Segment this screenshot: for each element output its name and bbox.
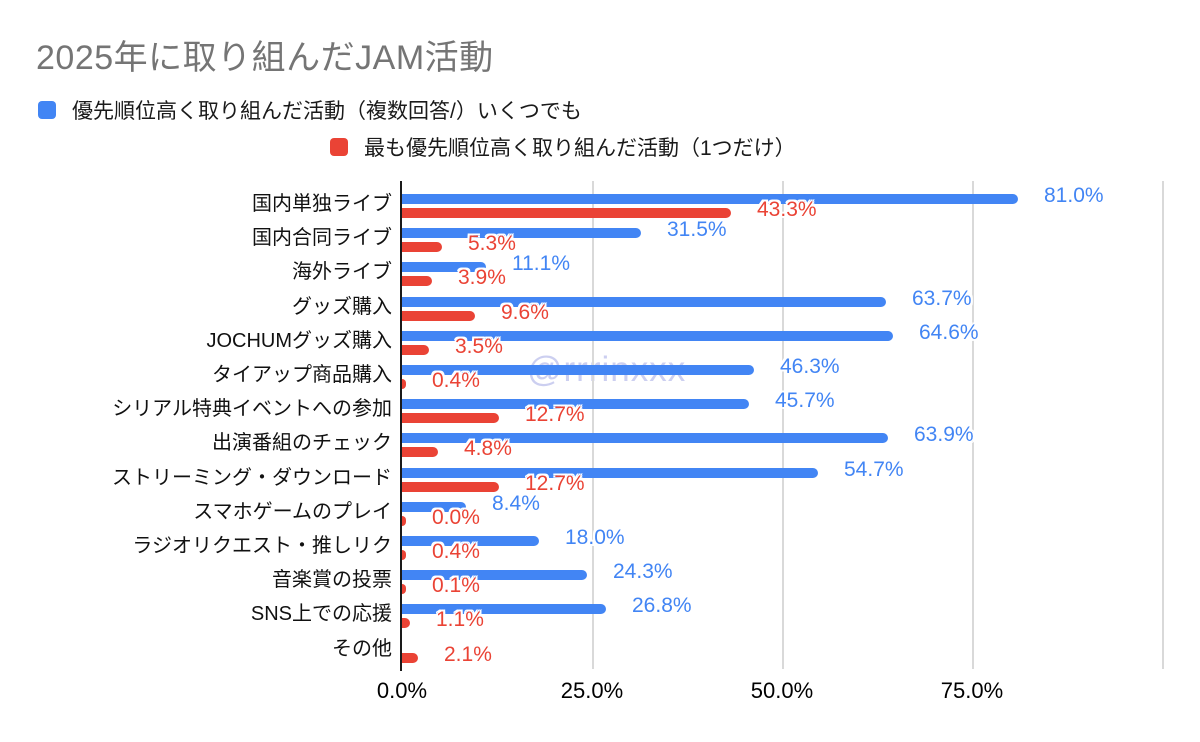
value-label-secondary: 2.1%	[444, 643, 492, 666]
x-axis-tick-label: 25.0%	[560, 678, 624, 703]
bar-primary	[402, 399, 749, 409]
value-label-secondary: 0.4%	[432, 369, 480, 392]
bar-primary	[402, 194, 1018, 204]
bar-primary	[402, 262, 486, 272]
bar-secondary	[402, 447, 438, 457]
bar-primary	[402, 331, 893, 341]
value-label-primary: 63.7%	[912, 287, 972, 310]
bar-secondary	[402, 242, 442, 252]
value-label-primary: 31.5%	[667, 218, 727, 241]
legend-item-secondary: 最も優先順位高く取り組んだ活動（1つだけ）	[330, 137, 796, 160]
value-label-secondary: 12.7%	[525, 472, 585, 495]
bar-secondary	[402, 413, 499, 423]
chart-title: 2025年に取り組んだJAM活動	[36, 39, 494, 77]
bar-primary	[402, 433, 888, 443]
category-label: スマホゲームのプレイ	[193, 501, 392, 523]
x-axis-tick-label: 0.0%	[376, 678, 428, 703]
bar-primary	[402, 468, 818, 478]
bar-secondary	[402, 584, 406, 594]
legend-swatch-secondary	[330, 138, 348, 156]
value-label-secondary: 0.0%	[432, 506, 480, 529]
value-label-secondary: 4.8%	[464, 437, 512, 460]
bar-secondary	[402, 345, 429, 355]
value-label-secondary: 0.4%	[432, 540, 480, 563]
category-label: SNS上での応援	[250, 603, 392, 625]
value-label-primary: 45.7%	[775, 389, 835, 412]
x-axis-tick-label: 75.0%	[940, 678, 1004, 703]
value-label-primary: 18.0%	[565, 526, 625, 549]
bar-secondary	[402, 379, 406, 389]
value-label-primary: 24.3%	[613, 560, 673, 583]
category-label: 国内単独ライブ	[252, 193, 392, 215]
bar-secondary	[402, 653, 418, 663]
category-label: 海外ライブ	[292, 261, 392, 283]
category-label: ラジオリクエスト・推しリク	[132, 535, 392, 557]
gridline	[592, 181, 594, 669]
bar-secondary	[402, 276, 432, 286]
value-label-secondary: 3.5%	[455, 335, 503, 358]
category-label: シリアル特典イベントへの参加	[112, 398, 392, 420]
y-axis-line	[400, 181, 402, 671]
legend-swatch-primary	[38, 101, 56, 119]
bar-primary	[402, 297, 886, 307]
bar-secondary	[402, 516, 406, 526]
value-label-primary: 54.7%	[844, 458, 904, 481]
category-label: ストリーミング・ダウンロード	[112, 467, 392, 489]
bar-primary	[402, 570, 587, 580]
bar-secondary	[402, 208, 731, 218]
category-label: タイアップ商品購入	[212, 364, 392, 386]
category-label: 音楽賞の投票	[272, 569, 392, 591]
bar-primary	[402, 228, 641, 238]
value-label-primary: 11.1%	[512, 252, 570, 275]
gridline	[782, 181, 784, 669]
bar-secondary	[402, 550, 406, 560]
value-label-primary: 26.8%	[632, 594, 692, 617]
category-label: その他	[332, 638, 392, 660]
value-label-secondary: 12.7%	[525, 403, 585, 426]
value-label-secondary: 1.1%	[436, 608, 484, 631]
legend-item-primary: 優先順位高く取り組んだ活動（複数回答/）いくつでも	[38, 100, 582, 123]
category-label: 出演番組のチェック	[212, 432, 392, 454]
value-label-secondary: 43.3%	[757, 198, 817, 221]
category-label: 国内合同ライブ	[252, 227, 392, 249]
value-label-secondary: 9.6%	[501, 301, 549, 324]
bar-secondary	[402, 618, 410, 628]
legend-label-primary: 優先順位高く取り組んだ活動（複数回答/）いくつでも	[72, 100, 582, 123]
gridline	[972, 181, 974, 669]
x-axis-tick-label: 50.0%	[750, 678, 814, 703]
category-label: グッズ購入	[292, 296, 392, 318]
bar-secondary	[402, 482, 499, 492]
bar-primary	[402, 365, 754, 375]
value-label-primary: 64.6%	[919, 321, 979, 344]
category-label: JOCHUMグッズ購入	[206, 330, 392, 352]
legend-label-secondary: 最も優先順位高く取り組んだ活動（1つだけ）	[364, 137, 796, 160]
bar-primary	[402, 502, 466, 512]
value-label-primary: 63.9%	[914, 423, 974, 446]
value-label-primary: 8.4%	[492, 492, 540, 515]
bar-primary	[402, 536, 539, 546]
value-label-secondary: 3.9%	[458, 266, 506, 289]
value-label-primary: 81.0%	[1044, 184, 1104, 207]
gridline	[1162, 181, 1164, 669]
bar-secondary	[402, 311, 475, 321]
value-label-secondary: 5.3%	[468, 232, 516, 255]
bar-primary	[402, 604, 606, 614]
value-label-secondary: 0.1%	[432, 574, 480, 597]
value-label-primary: 46.3%	[780, 355, 840, 378]
